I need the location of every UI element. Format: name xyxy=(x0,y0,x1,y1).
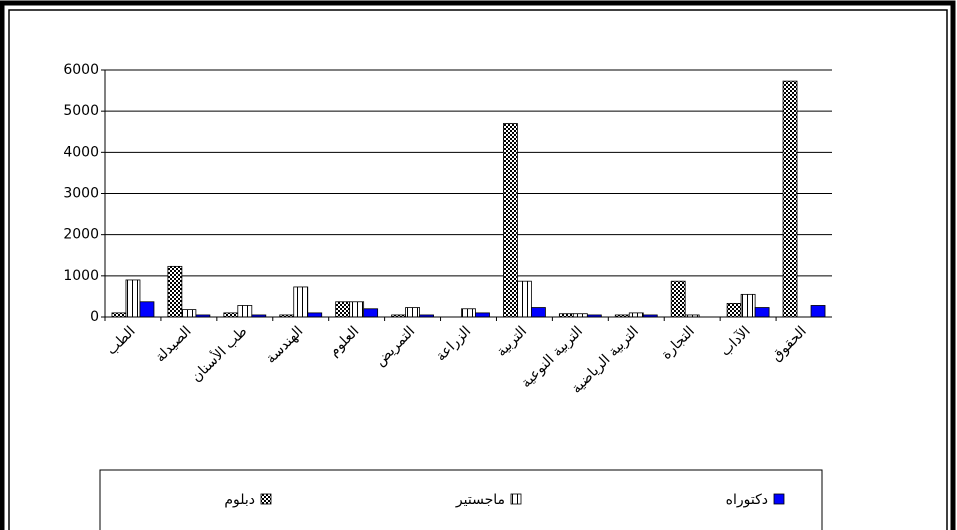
y-tick-label: 2000 xyxy=(63,227,99,243)
x-tick-label: التمريض xyxy=(372,323,418,369)
bar xyxy=(531,307,546,318)
bar xyxy=(810,305,826,318)
y-tick-label: 3000 xyxy=(63,186,99,202)
bar xyxy=(139,301,155,318)
bar xyxy=(782,80,798,318)
bar xyxy=(237,305,253,318)
x-tick-label: الصيدلة xyxy=(152,323,194,365)
x-tick-label: التربية xyxy=(493,323,530,360)
bar xyxy=(181,309,197,318)
x-tick-label: الحقوق xyxy=(768,323,809,364)
x-tick-label: طب الأسنان xyxy=(187,322,250,385)
bar xyxy=(167,265,183,318)
legend-label: دكتوراه xyxy=(726,492,768,508)
bar xyxy=(670,280,686,318)
x-tick-label: التجارة xyxy=(658,323,697,362)
bar xyxy=(461,308,476,318)
bar xyxy=(335,301,351,318)
bar xyxy=(405,307,420,318)
y-tick-label: 5000 xyxy=(63,103,99,119)
y-tick-label: 4000 xyxy=(63,144,99,160)
y-tick-label: 1000 xyxy=(63,268,99,284)
bar xyxy=(293,286,309,318)
bar xyxy=(517,280,532,318)
legend-box xyxy=(99,469,823,530)
legend-label: ماجستير xyxy=(455,492,505,508)
x-tick-label: الهندسة xyxy=(263,323,306,366)
x-tick-label: الآداب xyxy=(718,323,754,359)
bar xyxy=(475,312,490,318)
inner-frame xyxy=(8,9,948,530)
x-tick-label: الزراعة xyxy=(433,323,474,364)
bar xyxy=(726,303,742,318)
bar xyxy=(740,293,756,318)
legend-swatch xyxy=(773,493,785,505)
legend-label: دبلوم xyxy=(224,492,255,508)
legend-swatch xyxy=(260,493,272,505)
bar xyxy=(754,307,770,318)
bar xyxy=(111,312,127,318)
bar xyxy=(307,312,323,318)
y-tick-label: 6000 xyxy=(63,62,99,78)
x-tick-label: العلوم xyxy=(326,323,362,359)
bar xyxy=(125,279,141,318)
bar xyxy=(363,308,379,318)
bar xyxy=(223,312,239,318)
bar xyxy=(349,301,365,318)
bar xyxy=(503,123,518,318)
legend-swatch xyxy=(510,493,522,505)
bar xyxy=(628,312,644,318)
y-tick-label: 0 xyxy=(90,309,99,325)
x-tick-label: الطب xyxy=(104,323,139,358)
